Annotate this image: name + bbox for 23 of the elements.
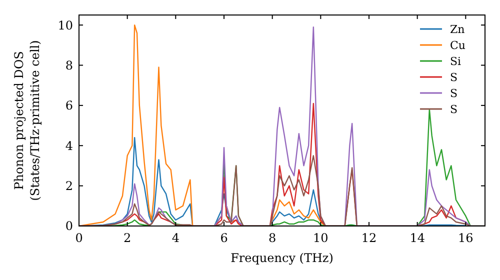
x-tick-label: 8 <box>268 231 276 245</box>
legend-label: S <box>450 102 458 116</box>
x-tick-label: 12 <box>361 231 377 245</box>
x-tick-label: 10 <box>313 231 328 245</box>
legend-label: Zn <box>450 22 465 36</box>
x-tick-label: 16 <box>458 231 474 245</box>
legend-label: S <box>450 70 458 84</box>
legend-label: S <box>450 86 458 100</box>
y-tick-label: 2 <box>65 179 73 194</box>
y-tick-label: 10 <box>58 18 73 32</box>
y-axis-title: Phonon projected DOS (States/THz·primitive cell) <box>12 40 42 201</box>
legend-label: Si <box>450 54 462 68</box>
x-tick-label: 0 <box>75 231 83 245</box>
legend-label: Cu <box>450 38 466 52</box>
x-tick-label: 4 <box>172 231 180 245</box>
y-tick-label: 0 <box>65 219 73 234</box>
x-tick-label: 6 <box>220 231 228 245</box>
y-tick-label: 8 <box>65 58 73 72</box>
x-axis-title: Frequency (THz) <box>230 251 334 265</box>
y-tick-label: 4 <box>65 138 74 153</box>
y-tick-label: 6 <box>65 98 73 113</box>
x-tick-label: 14 <box>410 231 426 245</box>
x-tick-label: 2 <box>124 231 132 245</box>
